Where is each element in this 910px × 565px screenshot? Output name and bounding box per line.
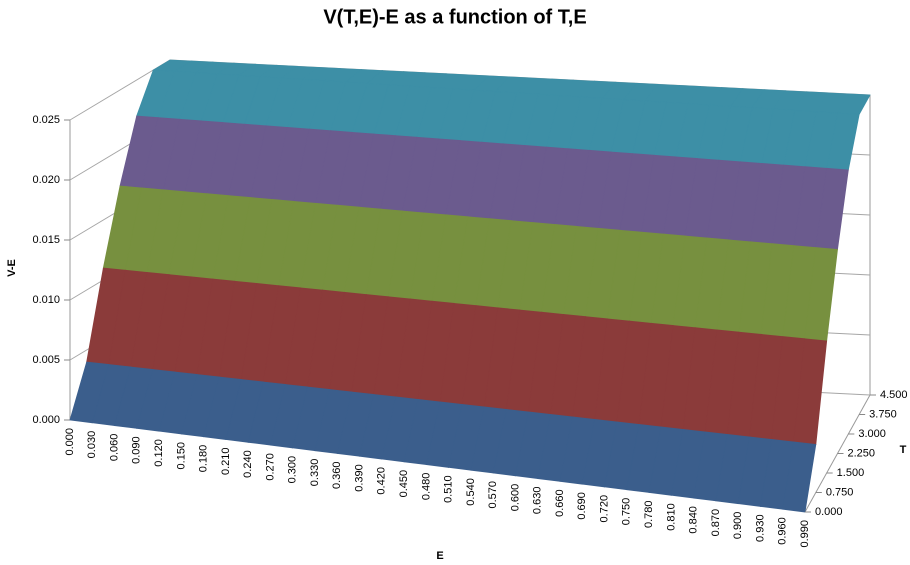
x-tick-label: 0.060 — [108, 434, 120, 462]
x-tick-label: 0.390 — [353, 464, 365, 492]
x-tick-label: 0.330 — [309, 459, 321, 487]
x-tick-label: 0.840 — [688, 506, 700, 534]
x-tick-label: 0.240 — [242, 450, 254, 478]
x-tick-label: 0.930 — [754, 514, 766, 542]
z-axis-title: V-E — [6, 259, 18, 277]
x-tick-label: 0.900 — [732, 512, 744, 540]
y-tick-label: 0.000 — [815, 506, 843, 518]
x-tick-label: 0.660 — [554, 489, 566, 517]
x-tick-label: 0.210 — [220, 448, 232, 476]
x-tick-label: 0.360 — [331, 461, 343, 489]
surface-cell — [782, 441, 817, 513]
x-tick-label: 0.570 — [487, 481, 499, 509]
x-tick-label: 0.090 — [131, 436, 143, 464]
x-tick-label: 0.030 — [86, 431, 98, 459]
x-tick-label: 0.450 — [398, 470, 410, 498]
x-tick-label: 0.720 — [598, 495, 610, 523]
x-tick-label: 0.000 — [64, 428, 76, 456]
x-tick-label: 0.960 — [777, 517, 789, 545]
y-tick-label: 3.000 — [858, 428, 886, 440]
x-tick-label: 0.150 — [175, 442, 187, 470]
x-tick-label: 0.600 — [509, 484, 521, 512]
x-tick-label: 0.540 — [465, 478, 477, 506]
z-tick-label: 0.020 — [32, 174, 60, 186]
z-tick-label: 0.015 — [32, 234, 60, 246]
x-tick-label: 0.480 — [420, 473, 432, 501]
x-tick-label: 0.690 — [576, 492, 588, 520]
x-tick-label: 0.420 — [376, 467, 388, 495]
z-tick-label: 0.000 — [32, 414, 60, 426]
x-tick-label: 0.630 — [532, 487, 544, 515]
y-tick-label: 3.750 — [869, 408, 897, 420]
x-tick-label: 0.180 — [198, 445, 210, 473]
x-tick-label: 0.120 — [153, 439, 165, 467]
y-axis-title: T — [900, 444, 907, 456]
y-tick-label: 1.500 — [837, 467, 865, 479]
x-tick-label: 0.300 — [287, 456, 299, 484]
y-tick-label: 2.250 — [848, 447, 876, 459]
y-tick-label: 4.500 — [880, 389, 908, 401]
z-tick-label: 0.010 — [32, 294, 60, 306]
z-tick-label: 0.005 — [32, 354, 60, 366]
x-tick-label: 0.510 — [443, 475, 455, 503]
x-tick-label: 0.810 — [665, 503, 677, 531]
z-tick-label: 0.025 — [32, 114, 60, 126]
x-tick-label: 0.750 — [621, 498, 633, 526]
x-tick-label: 0.780 — [643, 500, 655, 528]
x-tick-label: 0.870 — [710, 509, 722, 537]
x-tick-label: 0.990 — [799, 520, 811, 548]
chart-title: V(T,E)-E as a function of T,E — [323, 6, 586, 28]
x-axis-title: E — [436, 550, 443, 562]
x-tick-label: 0.270 — [264, 453, 276, 481]
y-tick-label: 0.750 — [826, 486, 854, 498]
